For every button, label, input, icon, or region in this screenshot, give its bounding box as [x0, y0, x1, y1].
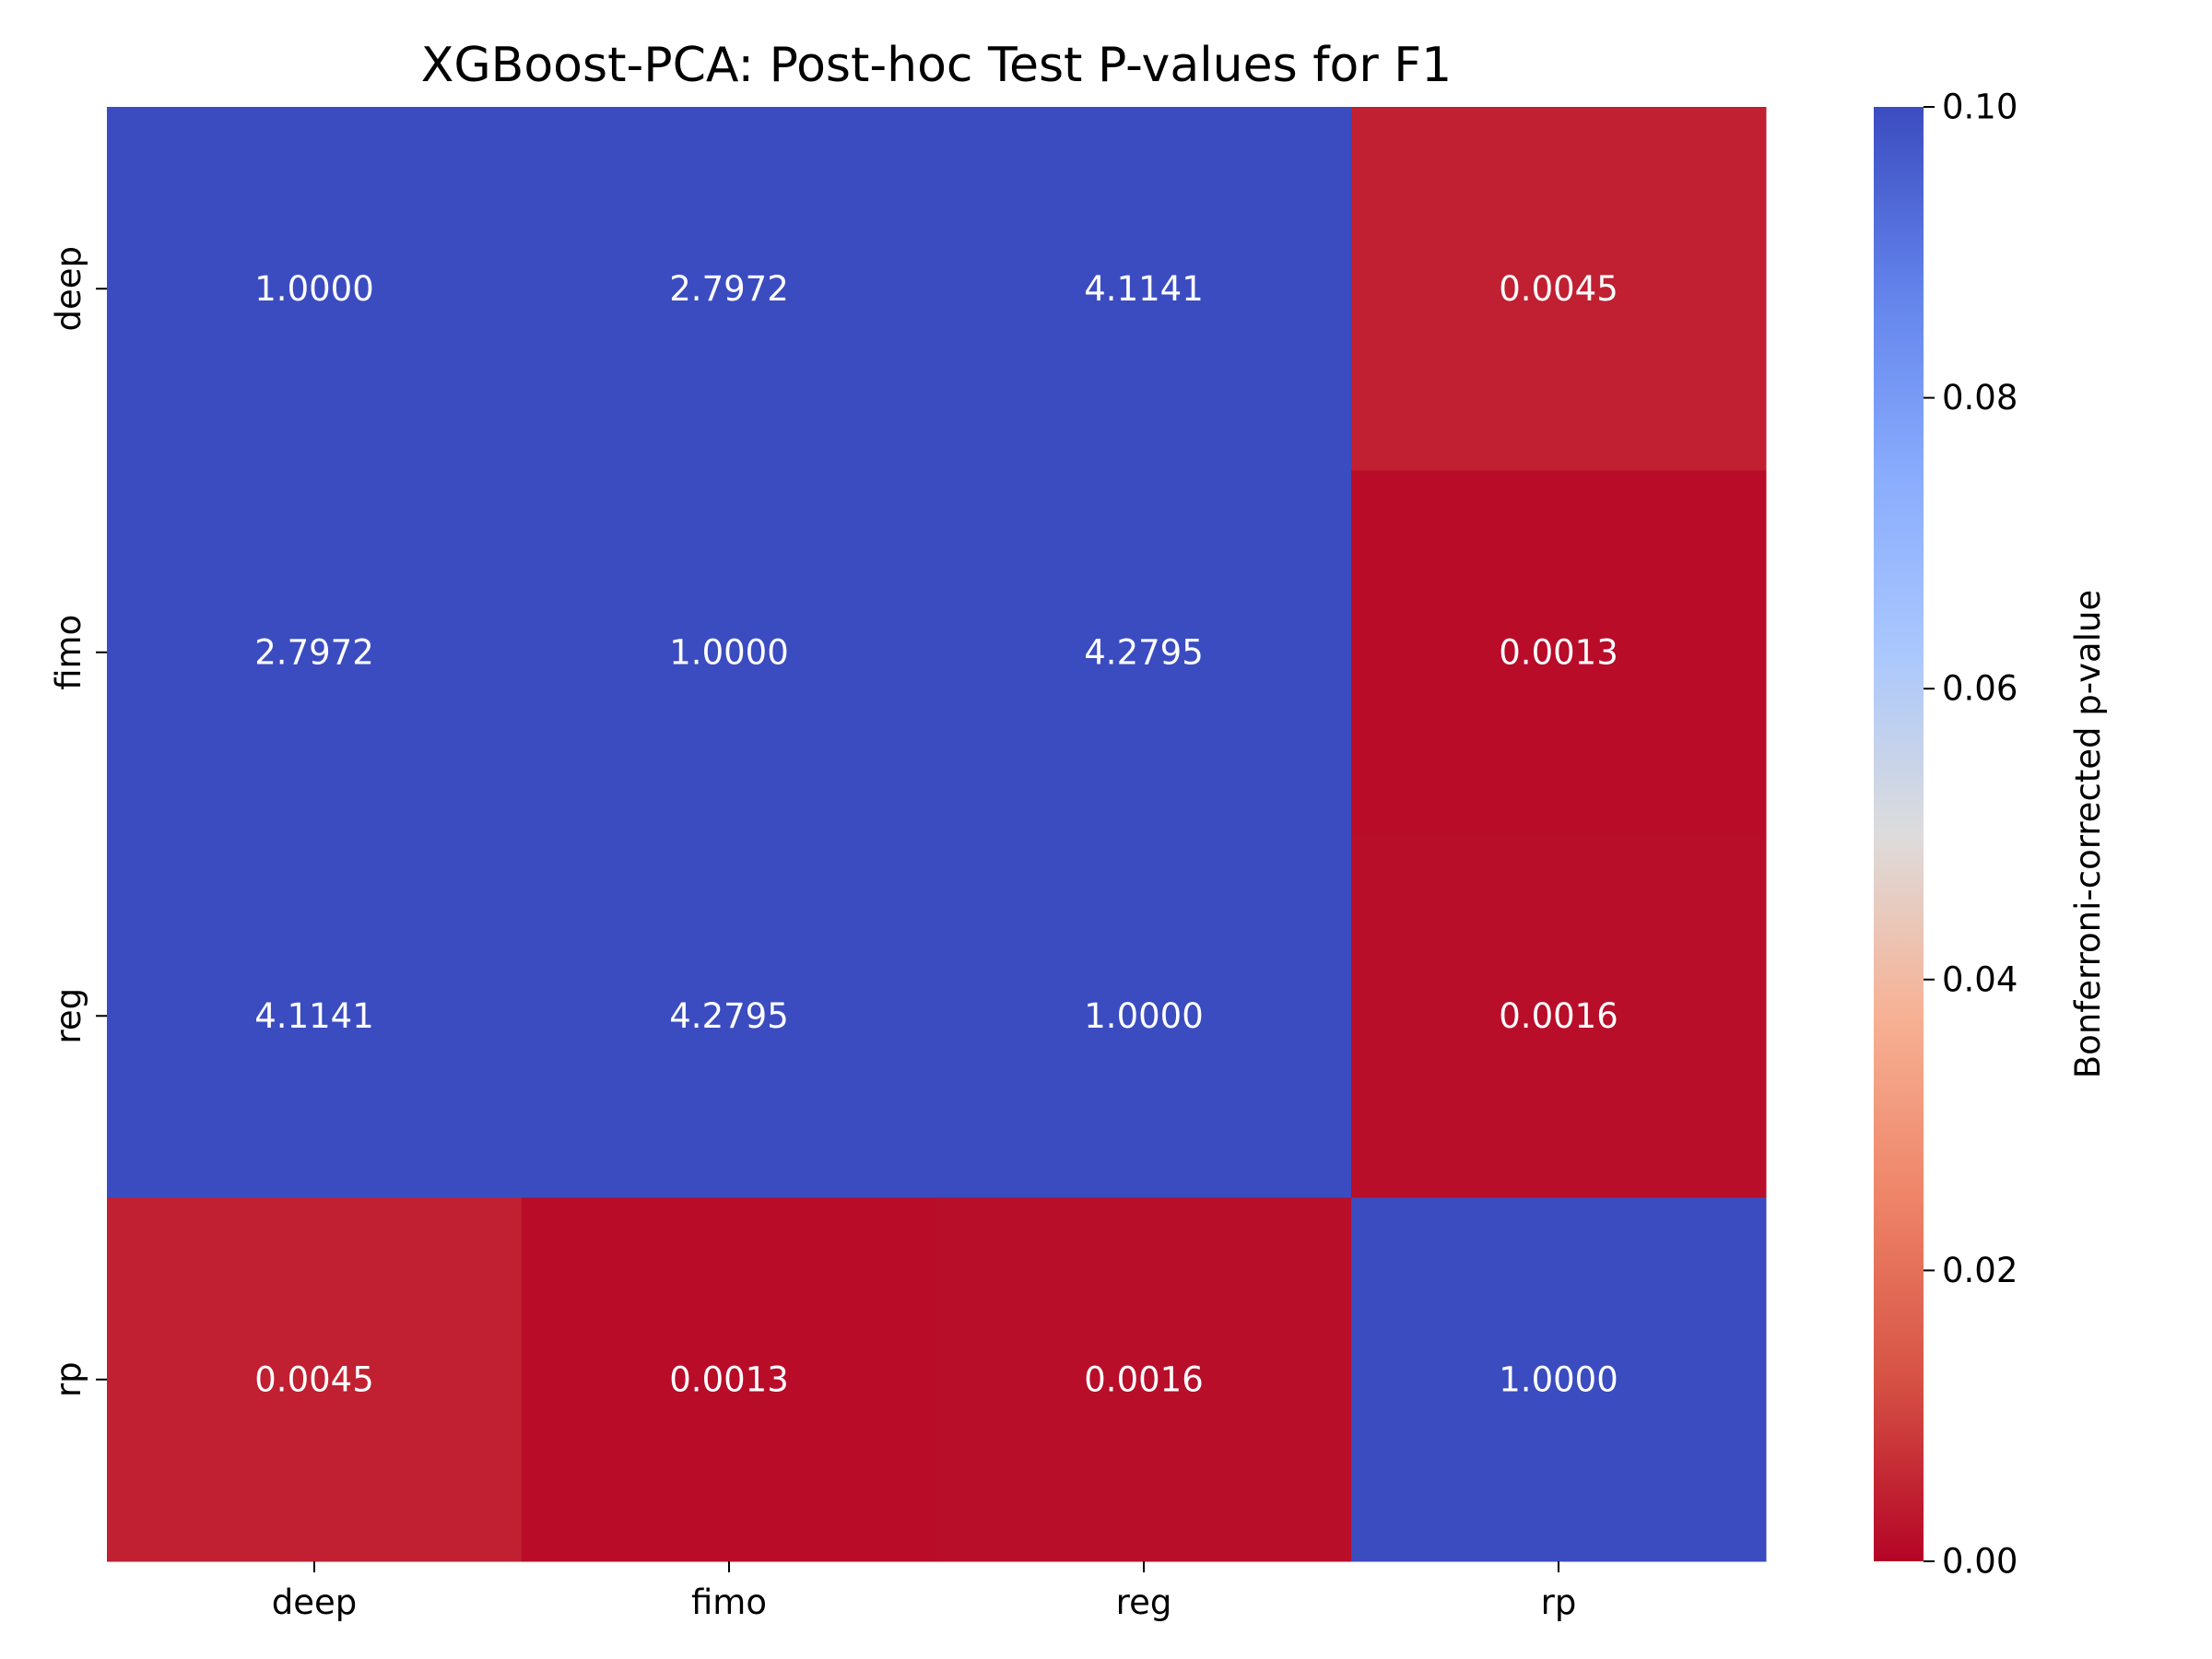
cell-value-label: 1.0000 — [254, 269, 373, 309]
colorbar-tick-label: 0.04 — [1942, 959, 2018, 999]
colorbar-tick-label: 0.00 — [1942, 1542, 2018, 1582]
heatmap-cells — [107, 107, 1767, 1562]
cell-value-label: 4.2795 — [669, 996, 788, 1036]
colorbar-tick-label: 0.08 — [1942, 378, 2018, 418]
cell-value-label: 1.0000 — [669, 632, 788, 672]
x-tick-label: deep — [272, 1583, 358, 1622]
y-tick-label: deep — [49, 246, 88, 332]
heatmap-cell-rp-reg — [936, 1197, 1352, 1562]
heatmap-cell-deep-rp — [1351, 107, 1767, 471]
cell-value-label: 2.7972 — [254, 632, 373, 672]
x-tick-label: rp — [1541, 1583, 1577, 1622]
x-tick-label: reg — [1116, 1583, 1172, 1622]
cell-value-label: 0.0013 — [1499, 632, 1618, 672]
heatmap-cell-reg-deep — [107, 834, 523, 1198]
y-tick-label: rp — [49, 1361, 88, 1397]
heatmap-cell-reg-rp — [1351, 834, 1767, 1198]
heatmap-cell-deep-fimo — [522, 107, 937, 471]
heatmap-cell-rp-fimo — [522, 1197, 937, 1562]
cell-value-label: 2.7972 — [669, 269, 788, 309]
colorbar-tick-label: 0.06 — [1942, 669, 2018, 709]
cell-value-label: 4.1141 — [1084, 269, 1203, 309]
colorbar-label: Bonferroni-corrected p-value — [2068, 590, 2108, 1078]
cell-value-label: 4.1141 — [254, 996, 373, 1036]
heatmap-cell-fimo-reg — [936, 470, 1352, 835]
cell-value-label: 1.0000 — [1499, 1359, 1618, 1399]
cell-value-label: 0.0045 — [254, 1359, 373, 1399]
colorbar-tick-label: 0.02 — [1942, 1251, 2018, 1290]
heatmap-cell-reg-fimo — [522, 834, 937, 1198]
heatmap-cell-deep-deep — [107, 107, 523, 471]
heatmap-cell-fimo-fimo — [522, 470, 937, 835]
cell-value-label: 0.0016 — [1084, 1359, 1203, 1399]
cell-value-label: 4.2795 — [1084, 632, 1203, 672]
cell-value-label: 0.0045 — [1499, 269, 1618, 309]
heatmap-cell-reg-reg — [936, 834, 1352, 1198]
heatmap-cell-rp-deep — [107, 1197, 523, 1562]
colorbar — [1874, 107, 1924, 1561]
heatmap-cell-rp-rp — [1351, 1197, 1767, 1562]
heatmap-cell-fimo-deep — [107, 470, 523, 835]
y-axis: deep fimo reg rp — [49, 246, 107, 1397]
colorbar-axis: 0.00 0.02 0.04 0.06 0.08 0.10 — [1924, 88, 2018, 1582]
heatmap-cell-labels: 1.0000 2.7972 4.1141 0.0045 2.7972 1.0000 4.27… — [254, 269, 1618, 1400]
heatmap-cell-fimo-rp — [1351, 470, 1767, 835]
x-axis: deep fimo reg rp — [272, 1561, 1577, 1622]
heatmap-cell-deep-reg — [936, 107, 1352, 471]
y-tick-label: fimo — [49, 615, 88, 690]
y-tick-label: reg — [49, 988, 88, 1044]
colorbar-tick-label: 0.10 — [1942, 88, 2018, 127]
cell-value-label: 0.0016 — [1499, 996, 1618, 1036]
x-tick-label: fimo — [691, 1583, 767, 1622]
chart-title: XGBoost-PCA: Post-hoc Test P-values for … — [421, 38, 1452, 93]
cell-value-label: 1.0000 — [1084, 996, 1203, 1036]
cell-value-label: 0.0013 — [669, 1359, 788, 1399]
